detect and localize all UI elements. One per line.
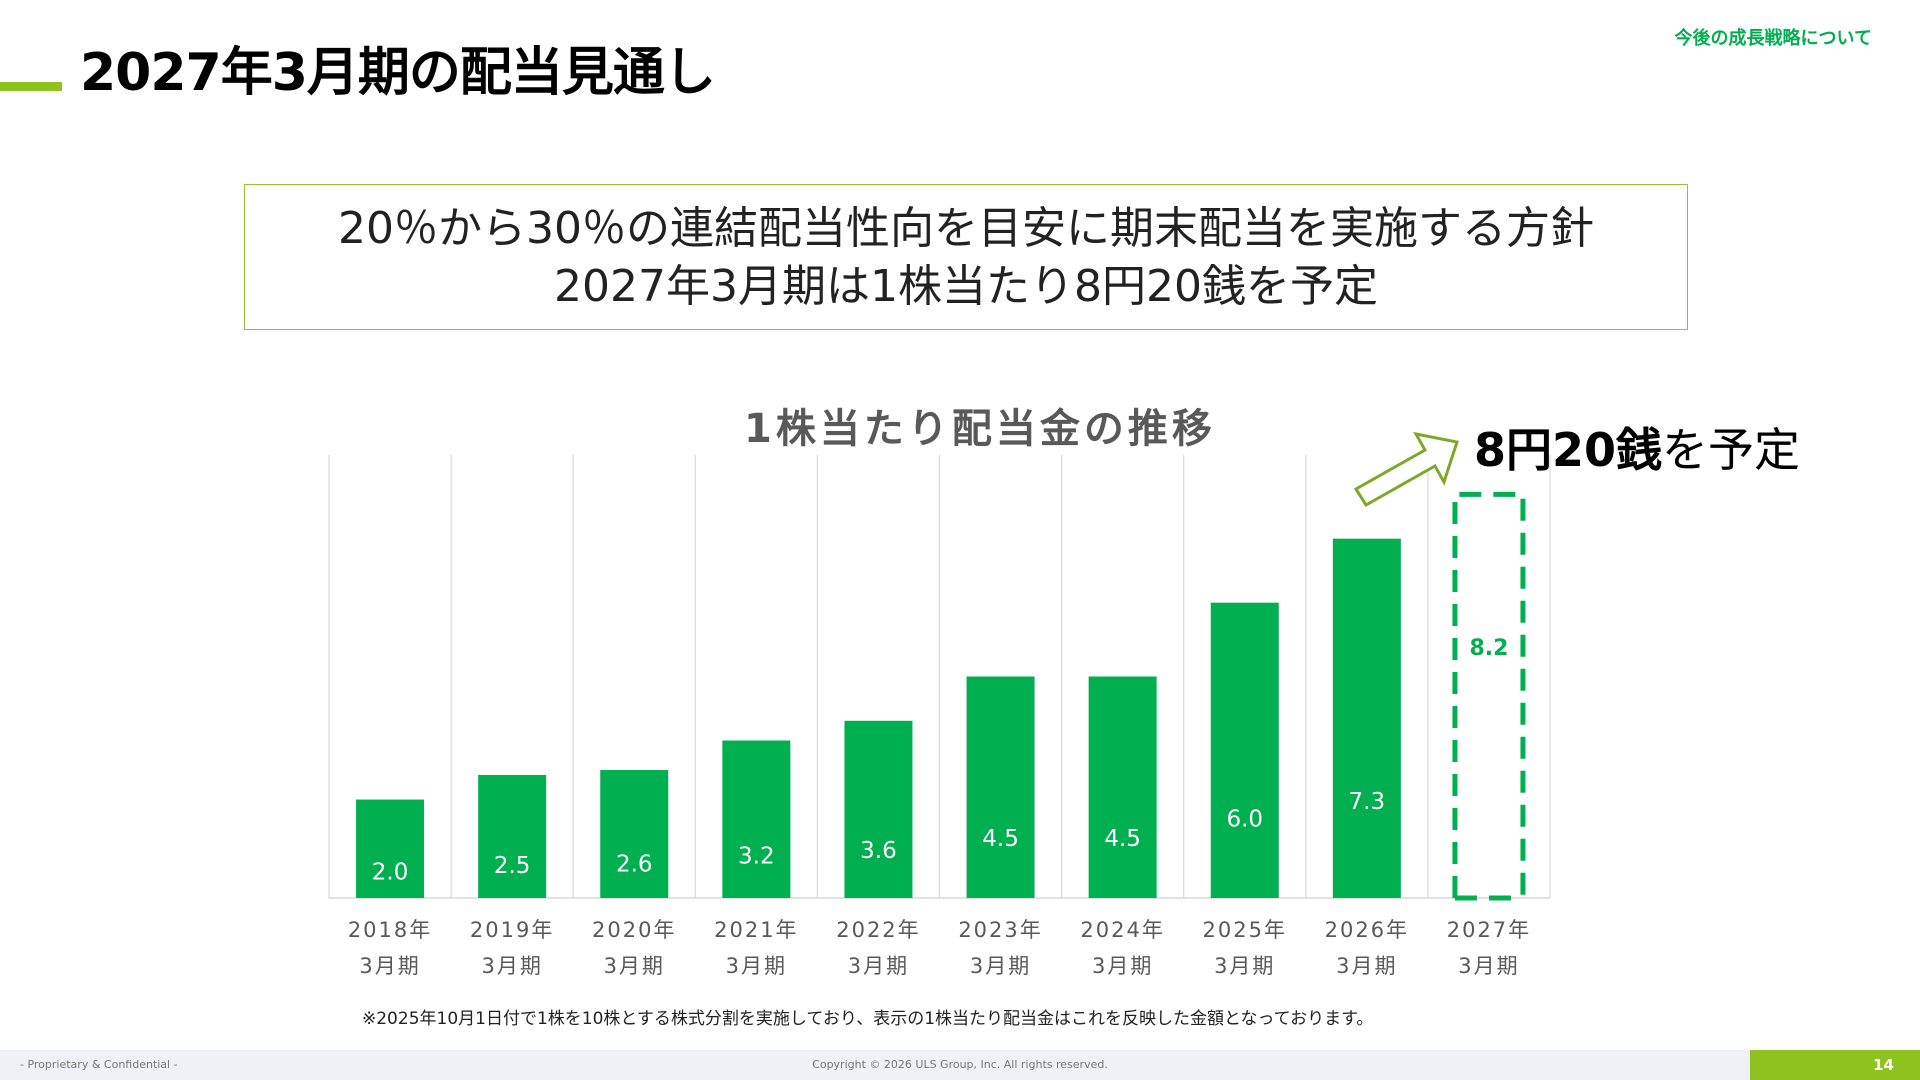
- bar: [600, 770, 669, 898]
- bar-value-label: 2.6: [616, 851, 653, 877]
- summary-line-2: 2027年3月期は1株当たり8円20銭を予定: [554, 261, 1378, 312]
- footer-copyright: Copyright © 2026 ULS Group, Inc. All rig…: [812, 1058, 1108, 1071]
- x-tick-label-year: 2018年: [348, 918, 432, 942]
- forecast-callout: 8円20銭を予定: [1474, 414, 1800, 480]
- bar: [478, 774, 547, 898]
- x-tick-label-period: 3月期: [848, 954, 909, 978]
- bar-value-label: 6.0: [1226, 806, 1263, 832]
- x-tick-label-year: 2025年: [1203, 918, 1287, 942]
- x-tick-label-year: 2024年: [1080, 918, 1164, 942]
- summary-box: 20％から30％の連結配当性向を目安に期末配当を実施する方針 2027年3月期は…: [244, 184, 1688, 330]
- bar: [844, 720, 913, 898]
- bar: [966, 676, 1035, 898]
- forecast-bar-outline: [1452, 491, 1526, 898]
- section-label: 今後の成長戦略について: [1674, 28, 1872, 49]
- bar-value-label: 4.5: [982, 826, 1019, 852]
- bar-value-label: 3.6: [860, 838, 897, 864]
- x-tick-label-period: 3月期: [1336, 954, 1397, 978]
- summary-line-1: 20％から30％の連結配当性向を目安に期末配当を実施する方針: [338, 203, 1594, 254]
- x-tick-label-period: 3月期: [970, 954, 1031, 978]
- footnote: ※2025年10月1日付で1株を10株とする株式分割を実施しており、表示の1株当…: [362, 1009, 1374, 1029]
- bar-value-label: 8.2: [1469, 636, 1508, 661]
- page-number: 14: [1873, 1056, 1894, 1074]
- x-tick-label-period: 3月期: [604, 954, 665, 978]
- footer-confidential: - Proprietary & Confidential -: [20, 1058, 178, 1071]
- bar: [722, 740, 791, 898]
- bar-value-label: 7.3: [1349, 789, 1386, 815]
- page-number-box: 14: [1750, 1050, 1920, 1080]
- bar-value-label: 2.0: [372, 859, 409, 885]
- x-tick-label-year: 2026年: [1325, 918, 1409, 942]
- x-tick-label-year: 2021年: [714, 918, 798, 942]
- footer: - Proprietary & Confidential - Copyright…: [0, 1050, 1920, 1080]
- x-tick-label-year: 2022年: [836, 918, 920, 942]
- x-tick-label-period: 3月期: [726, 954, 787, 978]
- x-tick-label-period: 3月期: [1458, 954, 1519, 978]
- bar: [1088, 676, 1157, 898]
- x-tick-label-period: 3月期: [481, 954, 542, 978]
- x-tick-label-year: 2019年: [470, 918, 554, 942]
- bar: [1332, 538, 1401, 898]
- callout-suffix: を予定: [1662, 423, 1801, 477]
- bar: [356, 799, 425, 898]
- bar-value-label: 4.5: [1104, 826, 1141, 852]
- callout-arrow-icon: [1353, 431, 1459, 508]
- bar: [1210, 602, 1279, 898]
- dividend-bar-chart: 2.0 2018年 3月期 2.5 2019年 3月期 2.6 2020年 3月期 3.2 2021…: [328, 431, 1551, 978]
- x-tick-label-year: 2023年: [958, 918, 1042, 942]
- chart-title: 1株当たり配当金の推移: [744, 406, 1216, 452]
- x-tick-label-period: 3月期: [1214, 954, 1275, 978]
- title-accent-bar: [0, 82, 62, 91]
- x-tick-label-year: 2027年: [1447, 918, 1531, 942]
- bar-value-label: 2.5: [494, 853, 531, 879]
- callout-amount: 8円20銭: [1474, 423, 1663, 477]
- x-tick-label-period: 3月期: [1092, 954, 1153, 978]
- page-title: 2027年3月期の配当見通し: [80, 43, 716, 103]
- x-tick-label-period: 3月期: [359, 954, 420, 978]
- bar-value-label: 3.2: [738, 843, 775, 869]
- x-tick-label-year: 2020年: [592, 918, 676, 942]
